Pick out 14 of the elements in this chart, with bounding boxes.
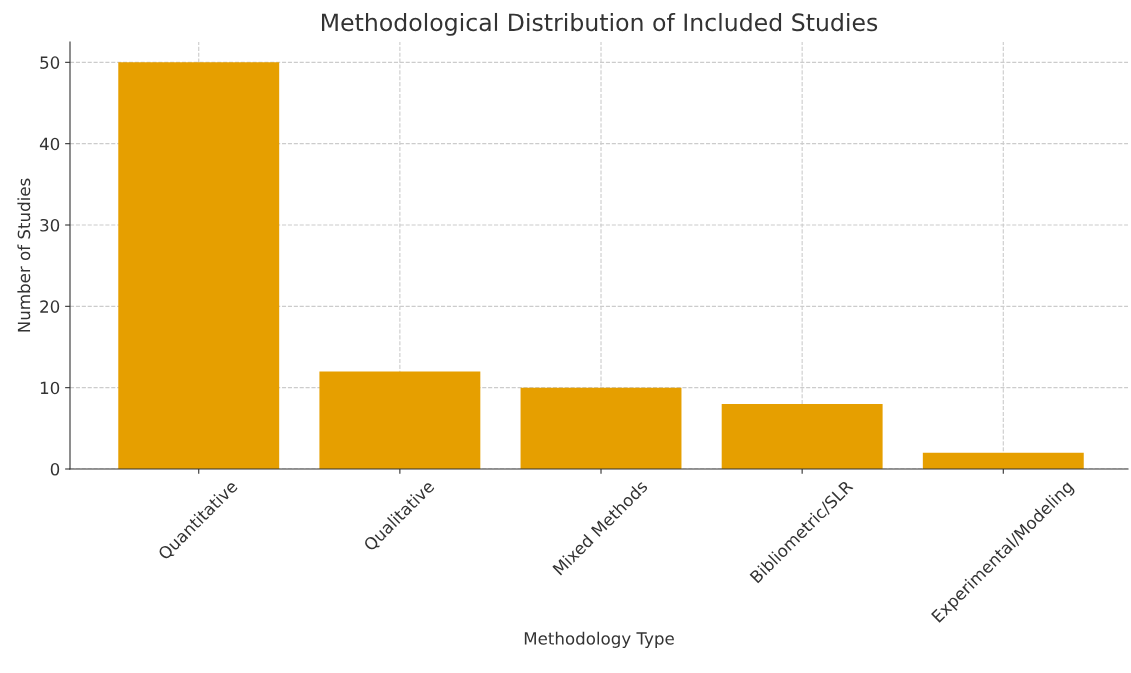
bar bbox=[319, 371, 481, 469]
bar bbox=[520, 387, 682, 469]
bar bbox=[721, 403, 883, 469]
y-axis-title: Number of Studies bbox=[17, 178, 31, 332]
x-axis-title: Methodology Type bbox=[524, 631, 674, 648]
chart-title: Methodological Distribution of Included Studies bbox=[322, 12, 878, 36]
y-tick-label: 20 bbox=[40, 300, 60, 313]
y-tick-label: 40 bbox=[39, 137, 60, 151]
y-tick-label: 50 bbox=[40, 56, 60, 69]
bar bbox=[922, 452, 1084, 469]
y-tick-label: 0 bbox=[50, 462, 60, 476]
y-tick-label: 30 bbox=[40, 218, 60, 232]
y-tick-label: 10 bbox=[40, 381, 60, 395]
bar bbox=[118, 62, 280, 469]
